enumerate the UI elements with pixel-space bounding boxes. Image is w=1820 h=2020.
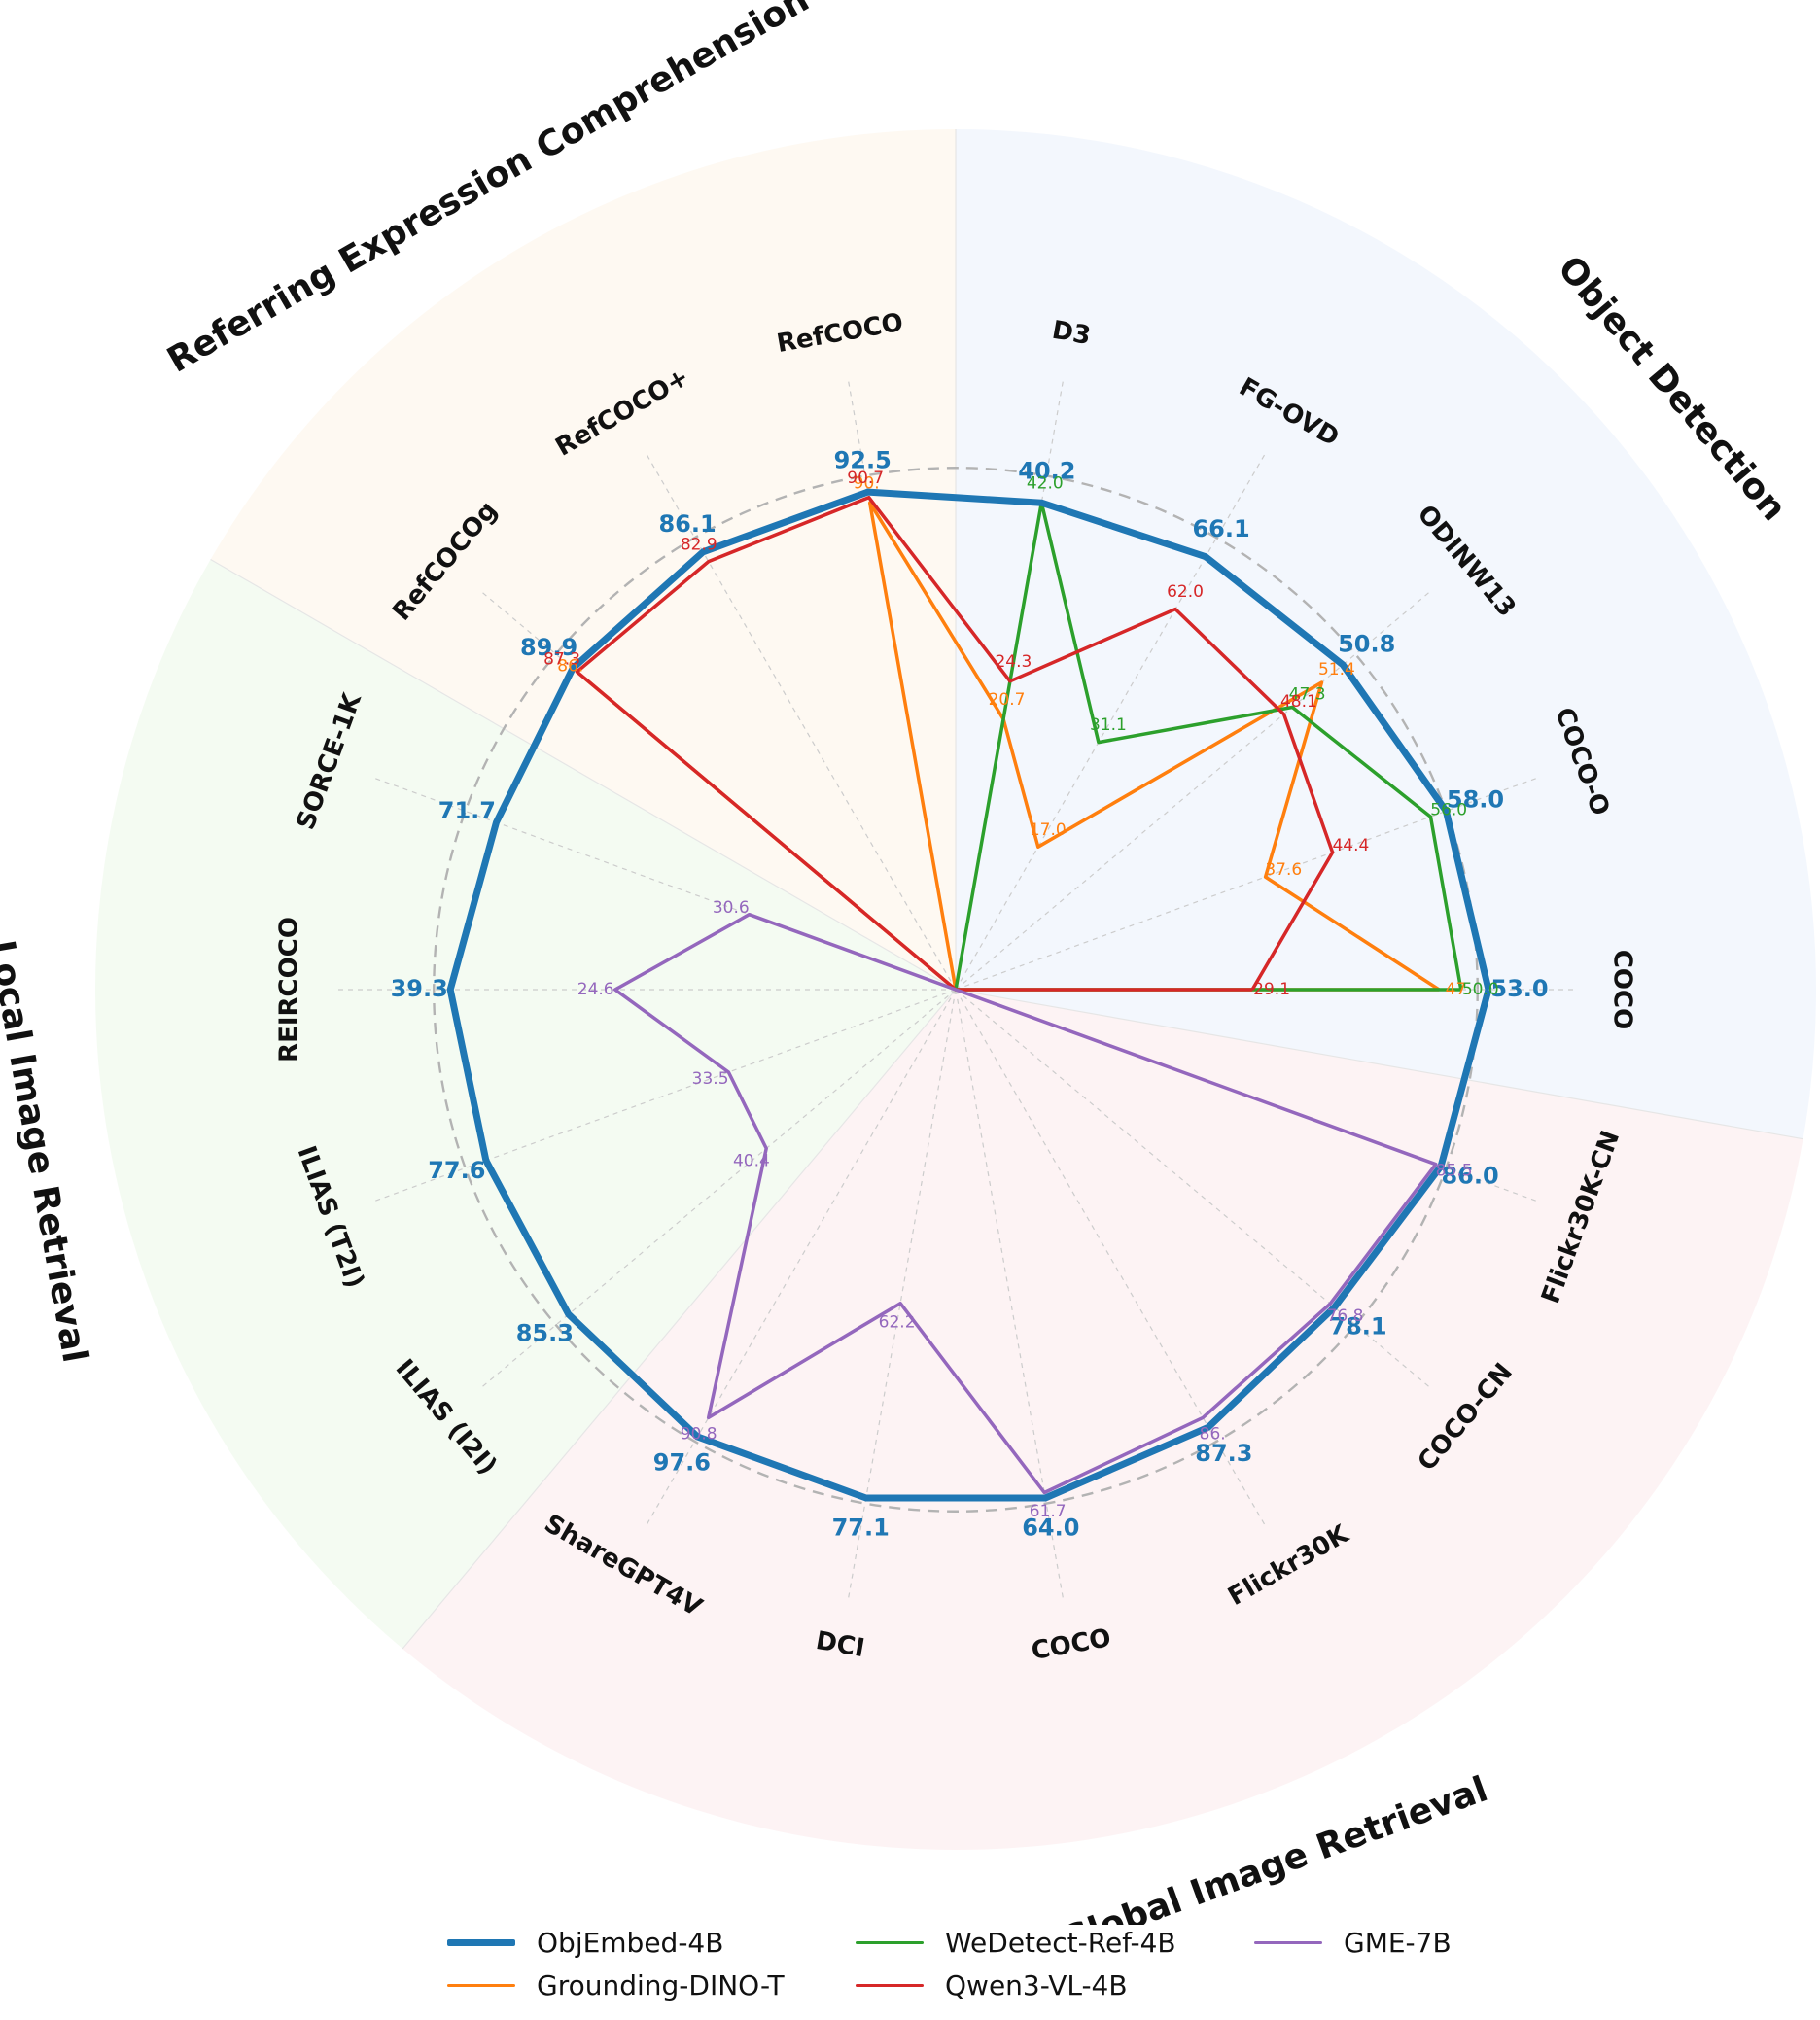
axis-label-coco: COCO <box>1608 950 1637 1029</box>
value-label: 17.0 <box>1030 820 1067 840</box>
spoke-flickr30k <box>955 989 1268 1529</box>
value-label: 86.1 <box>658 510 716 538</box>
value-label: 50.0 <box>1462 980 1499 999</box>
spoke-odinw13 <box>955 589 1433 991</box>
value-label: 78.1 <box>1329 1312 1386 1340</box>
value-label: 33.5 <box>692 1069 729 1089</box>
value-label: 90.7 <box>847 469 884 488</box>
value-label: 58.0 <box>1447 786 1504 814</box>
legend: ObjEmbed-4B Grounding-DINO-T WeDetect-Re… <box>0 1925 1820 2020</box>
sector-boundary <box>210 558 957 991</box>
value-label: 39.3 <box>391 975 448 1002</box>
sector-boundary <box>402 989 957 1650</box>
spoke-ilias-i2i <box>478 989 957 1390</box>
series-line-objembed-4b <box>446 488 1492 1502</box>
value-label: 24.3 <box>995 652 1032 672</box>
reference-ring <box>433 467 1479 1513</box>
value-label: 48.1 <box>1280 692 1317 712</box>
series-line-qwen3-vl-4b <box>575 495 1335 992</box>
value-label: 85.5 <box>1436 1162 1473 1181</box>
legend-label: WeDetect-Ref-4B <box>945 1927 1176 1959</box>
legend-swatch <box>447 1983 515 1988</box>
value-label: 82.9 <box>681 535 718 554</box>
value-label: 53.0 <box>1490 975 1548 1002</box>
group-title-local-image-retrieval: Local Image Retrieval <box>0 937 94 1365</box>
legend-label: Qwen3-VL-4B <box>945 1969 1128 2002</box>
spoke-ilias-t2i <box>370 989 957 1203</box>
spoke-sorce-1k <box>370 776 957 991</box>
value-label: 37.6 <box>1265 860 1302 880</box>
value-label: 77.1 <box>832 1515 890 1542</box>
value-label: 40.2 <box>1018 458 1075 485</box>
value-label: 77.6 <box>428 1157 485 1184</box>
spoke-fg-ovd <box>955 450 1268 991</box>
value-label: 62.0 <box>1167 582 1204 602</box>
value-label: 50.8 <box>1338 630 1395 657</box>
spoke-coco-cn <box>955 989 1433 1390</box>
sector-global-image-retrieval <box>402 990 1803 1850</box>
group-sectors <box>94 129 1816 1850</box>
value-label: 61.7 <box>1030 1502 1067 1521</box>
value-label: 90.8 <box>681 1425 718 1445</box>
sector-local-image-retrieval <box>94 559 956 1649</box>
sector-object-detection <box>956 129 1816 1139</box>
value-label: 89.9 <box>520 634 578 661</box>
value-label: 71.7 <box>438 797 496 824</box>
value-label: 31.1 <box>1090 715 1127 735</box>
legend-swatch <box>856 1940 924 1945</box>
legend-swatch <box>1254 1940 1322 1945</box>
legend-swatch <box>447 1939 515 1946</box>
value-label: 86. <box>1200 1425 1226 1445</box>
value-label: 90. <box>854 474 880 494</box>
value-label: 42.0 <box>1027 474 1064 494</box>
value-label: 47. <box>1446 980 1472 999</box>
value-label: 86.0 <box>1441 1163 1498 1190</box>
value-label: 51.4 <box>1318 660 1355 679</box>
value-label: 47.3 <box>1289 685 1326 705</box>
value-label: 62.2 <box>879 1312 916 1332</box>
value-label: 24.6 <box>578 980 614 999</box>
value-label: 20.7 <box>989 690 1026 710</box>
value-label: 44.4 <box>1332 836 1369 855</box>
value-label: 87.3 <box>1195 1440 1252 1467</box>
radar-svg: 53.0 58.0 50.8 66.1 40.2 92.5 86.1 89.9 71.7 39.3… <box>0 0 1816 1961</box>
series-line-gme-7b <box>612 912 1438 1495</box>
value-label: 66.1 <box>1192 515 1249 542</box>
value-label: 86. <box>557 657 583 677</box>
series-lines <box>446 488 1492 1502</box>
value-label: 87.3 <box>543 649 580 669</box>
axis-label-d3: D3 <box>1050 316 1093 351</box>
legend-item-objembed[interactable]: ObjEmbed-4B <box>447 1927 723 1959</box>
value-label: 29.1 <box>1253 980 1290 999</box>
value-label: 97.6 <box>653 1449 711 1477</box>
legend-label: Grounding-DINO-T <box>537 1969 785 2002</box>
legend-item-grounding-dino[interactable]: Grounding-DINO-T <box>447 1969 785 2002</box>
value-label: 85.3 <box>516 1320 574 1347</box>
legend-item-qwen3[interactable]: Qwen3-VL-4B <box>856 1969 1128 2002</box>
value-label: 76.8 <box>1327 1306 1364 1326</box>
value-label: 64.0 <box>1022 1515 1079 1542</box>
sector-referring-expression-comprehension <box>210 129 957 990</box>
value-label: 56.0 <box>1430 800 1467 819</box>
axis-label-reircoco: REIRCOCO <box>275 917 304 1062</box>
value-label: 30.6 <box>713 898 750 918</box>
value-label: 92.5 <box>834 447 892 474</box>
spoke-refcoco <box>644 450 957 991</box>
value-labels: 53.0 58.0 50.8 66.1 40.2 92.5 86.1 89.9 71.7 39.3… <box>391 447 1549 1542</box>
legend-item-wedetect[interactable]: WeDetect-Ref-4B <box>856 1927 1176 1959</box>
legend-label: GME-7B <box>1344 1927 1452 1959</box>
sector-boundary <box>955 989 1803 1140</box>
legend-item-gme[interactable]: GME-7B <box>1254 1927 1452 1959</box>
value-label: 40.4 <box>733 1151 770 1170</box>
legend-label: ObjEmbed-4B <box>537 1927 724 1959</box>
legend-swatch <box>856 1983 924 1988</box>
